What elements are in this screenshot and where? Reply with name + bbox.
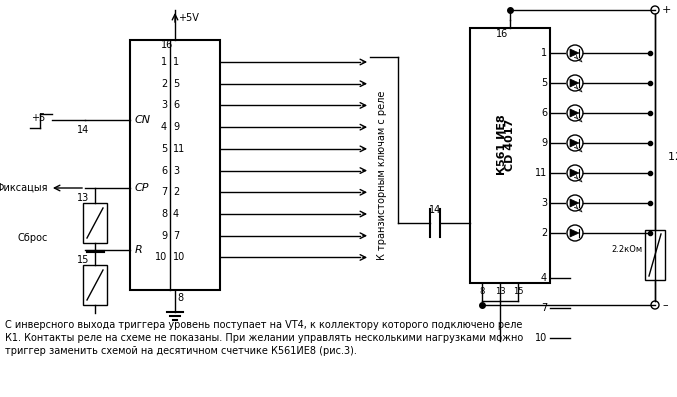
Bar — [470, 28, 550, 283]
Polygon shape — [570, 199, 579, 207]
Text: 8: 8 — [161, 209, 167, 219]
Text: 9: 9 — [161, 231, 167, 241]
Text: +: + — [662, 5, 672, 15]
Text: 2.2кОм: 2.2кОм — [612, 245, 643, 254]
Text: CP: CP — [135, 183, 150, 193]
Text: 15: 15 — [512, 287, 523, 295]
Text: 4: 4 — [541, 273, 547, 283]
Polygon shape — [570, 169, 579, 177]
Text: 3: 3 — [541, 198, 547, 208]
Bar — [130, 40, 220, 290]
Text: 5: 5 — [541, 78, 547, 88]
Polygon shape — [570, 229, 579, 237]
Text: 10: 10 — [535, 333, 547, 343]
Text: CD 4017: CD 4017 — [505, 119, 515, 171]
Text: 16: 16 — [160, 40, 173, 50]
Polygon shape — [570, 49, 579, 57]
Polygon shape — [570, 139, 579, 147]
Text: 16: 16 — [496, 29, 508, 39]
Text: 14: 14 — [77, 125, 89, 135]
Text: 15: 15 — [77, 255, 89, 265]
Text: 2: 2 — [173, 187, 179, 197]
Text: 4: 4 — [161, 122, 167, 132]
Text: 8: 8 — [177, 293, 183, 303]
Text: 2: 2 — [160, 79, 167, 89]
Text: К561 ИЕ8: К561 ИЕ8 — [497, 115, 507, 175]
Text: –: – — [662, 300, 668, 310]
Text: 1: 1 — [173, 57, 179, 67]
Text: 6: 6 — [161, 166, 167, 175]
Text: 13: 13 — [77, 193, 89, 203]
Text: 1: 1 — [541, 48, 547, 58]
Text: 6: 6 — [173, 100, 179, 110]
Text: Фиксацыя: Фиксацыя — [0, 183, 48, 193]
Text: 5: 5 — [173, 79, 179, 89]
Text: 3: 3 — [173, 166, 179, 175]
Text: 3: 3 — [161, 100, 167, 110]
Text: +5: +5 — [31, 113, 45, 123]
Text: Сброс: Сброс — [18, 233, 48, 243]
Text: 10: 10 — [173, 252, 185, 262]
Text: 11: 11 — [173, 144, 185, 154]
Polygon shape — [570, 109, 579, 117]
Text: 14: 14 — [429, 205, 441, 215]
Text: R: R — [135, 245, 143, 255]
Polygon shape — [570, 79, 579, 87]
Text: К транзисторным ключам с реле: К транзисторным ключам с реле — [377, 90, 387, 260]
Text: 13: 13 — [495, 287, 505, 295]
Text: +5V: +5V — [178, 13, 199, 23]
Text: CN: CN — [135, 115, 151, 125]
Text: 8: 8 — [479, 287, 485, 295]
Text: 5: 5 — [160, 144, 167, 154]
Text: 10: 10 — [155, 252, 167, 262]
Text: 7: 7 — [541, 303, 547, 313]
Bar — [83, 265, 107, 305]
Text: 1: 1 — [161, 57, 167, 67]
Text: 9: 9 — [541, 138, 547, 148]
Text: 2: 2 — [541, 228, 547, 238]
Text: 6: 6 — [541, 108, 547, 118]
Text: С инверсного выхода триггера уровень поступает на VT4, к коллектору которого под: С инверсного выхода триггера уровень пос… — [5, 320, 523, 357]
Text: 4: 4 — [173, 209, 179, 219]
Bar — [83, 203, 107, 243]
Text: 9: 9 — [173, 122, 179, 132]
Text: 11: 11 — [535, 168, 547, 178]
Text: 7: 7 — [173, 231, 179, 241]
Text: 7: 7 — [160, 187, 167, 197]
Bar — [645, 230, 665, 280]
Text: 12 В: 12 В — [668, 152, 677, 162]
